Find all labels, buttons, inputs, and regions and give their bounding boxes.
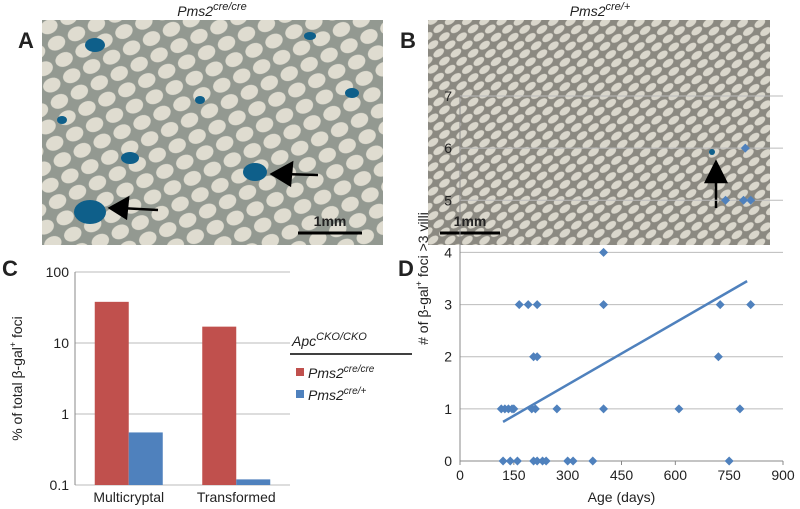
y-tick-label: 10	[53, 335, 69, 351]
panel-letter: D	[398, 256, 414, 281]
panel-title: Pms2cre/+	[570, 1, 631, 19]
point	[713, 352, 723, 362]
y-tick-label: 100	[46, 264, 70, 280]
x-tick-label: 300	[556, 467, 580, 483]
point	[512, 456, 522, 466]
text-part: # of β-gal	[415, 286, 431, 345]
bar	[128, 432, 163, 485]
point	[735, 404, 745, 414]
x-tick-label: Transformed	[197, 489, 276, 505]
superscript: cre/+	[344, 386, 367, 397]
legend-swatch	[296, 368, 304, 376]
x-tick-label: Multicryptal	[93, 489, 164, 505]
y-tick-label: 7	[444, 88, 452, 104]
point	[721, 195, 731, 205]
y-tick-label: 3	[444, 297, 452, 313]
point	[568, 456, 578, 466]
bar	[202, 326, 237, 485]
bar	[94, 301, 129, 485]
text-part: foci	[9, 316, 25, 342]
superscript: +	[414, 281, 424, 286]
bar	[236, 479, 271, 485]
scale-bar-label: 1mm	[314, 213, 347, 229]
point	[509, 404, 519, 414]
x-tick-label: 0	[456, 467, 464, 483]
point	[599, 404, 609, 414]
legend-label: Pms2cre/+	[308, 386, 366, 403]
y-tick-label: 0	[444, 453, 452, 469]
y-tick-label: 1	[444, 401, 452, 417]
x-tick-label: 600	[664, 467, 688, 483]
y-axis-label: # of β-gal+ foci >3 villi	[414, 212, 431, 345]
point	[599, 247, 609, 257]
panel-letter: C	[2, 256, 18, 281]
point	[746, 195, 756, 205]
y-tick-label: 5	[444, 192, 452, 208]
x-tick-label: 750	[717, 467, 741, 483]
x-axis-label: Age (days)	[588, 489, 656, 505]
point	[532, 352, 542, 362]
point	[588, 456, 598, 466]
x-tick-label: 150	[502, 467, 526, 483]
panel-letter: A	[18, 28, 34, 53]
y-tick-label: 4	[444, 244, 452, 260]
y-tick-label: 1	[61, 406, 69, 422]
y-axis-label: % of total β-gal+ foci	[8, 316, 25, 441]
point	[541, 456, 551, 466]
y-tick-label: 0.1	[50, 477, 70, 493]
photo-b	[428, 20, 770, 245]
text-part: Pms2	[308, 365, 344, 381]
panel-letter: B	[400, 28, 416, 53]
point	[523, 300, 533, 310]
text-part: Pms2	[308, 387, 344, 403]
point	[724, 456, 734, 466]
point	[498, 456, 508, 466]
trendline	[502, 280, 748, 423]
point	[532, 456, 542, 466]
point	[505, 456, 515, 466]
point	[563, 456, 573, 466]
x-tick-label: 900	[771, 467, 795, 483]
scale-bar-label: 1mm	[454, 213, 487, 229]
point	[739, 195, 749, 205]
point	[530, 404, 540, 414]
point	[715, 300, 725, 310]
point	[740, 143, 750, 153]
point	[532, 300, 542, 310]
point	[552, 404, 562, 414]
y-tick-label: 6	[444, 140, 452, 156]
superscript: CKO/CKO	[316, 331, 367, 343]
x-tick-label: 450	[610, 467, 634, 483]
text-part: Apc	[291, 333, 316, 349]
photo-a	[42, 20, 383, 245]
text-part: % of total β-gal	[9, 347, 25, 441]
point	[599, 300, 609, 310]
point	[746, 300, 756, 310]
legend-swatch	[296, 390, 304, 398]
text-part: foci >3 villi	[415, 212, 431, 281]
legend-title: ApcCKO/CKO	[291, 331, 367, 349]
point	[674, 404, 684, 414]
superscript: cre/cre	[344, 364, 375, 375]
point	[514, 300, 524, 310]
y-tick-label: 2	[444, 349, 452, 365]
legend-label: Pms2cre/cre	[308, 364, 375, 381]
superscript: +	[8, 342, 18, 347]
panel-title: Pms2cre/cre	[177, 1, 246, 19]
